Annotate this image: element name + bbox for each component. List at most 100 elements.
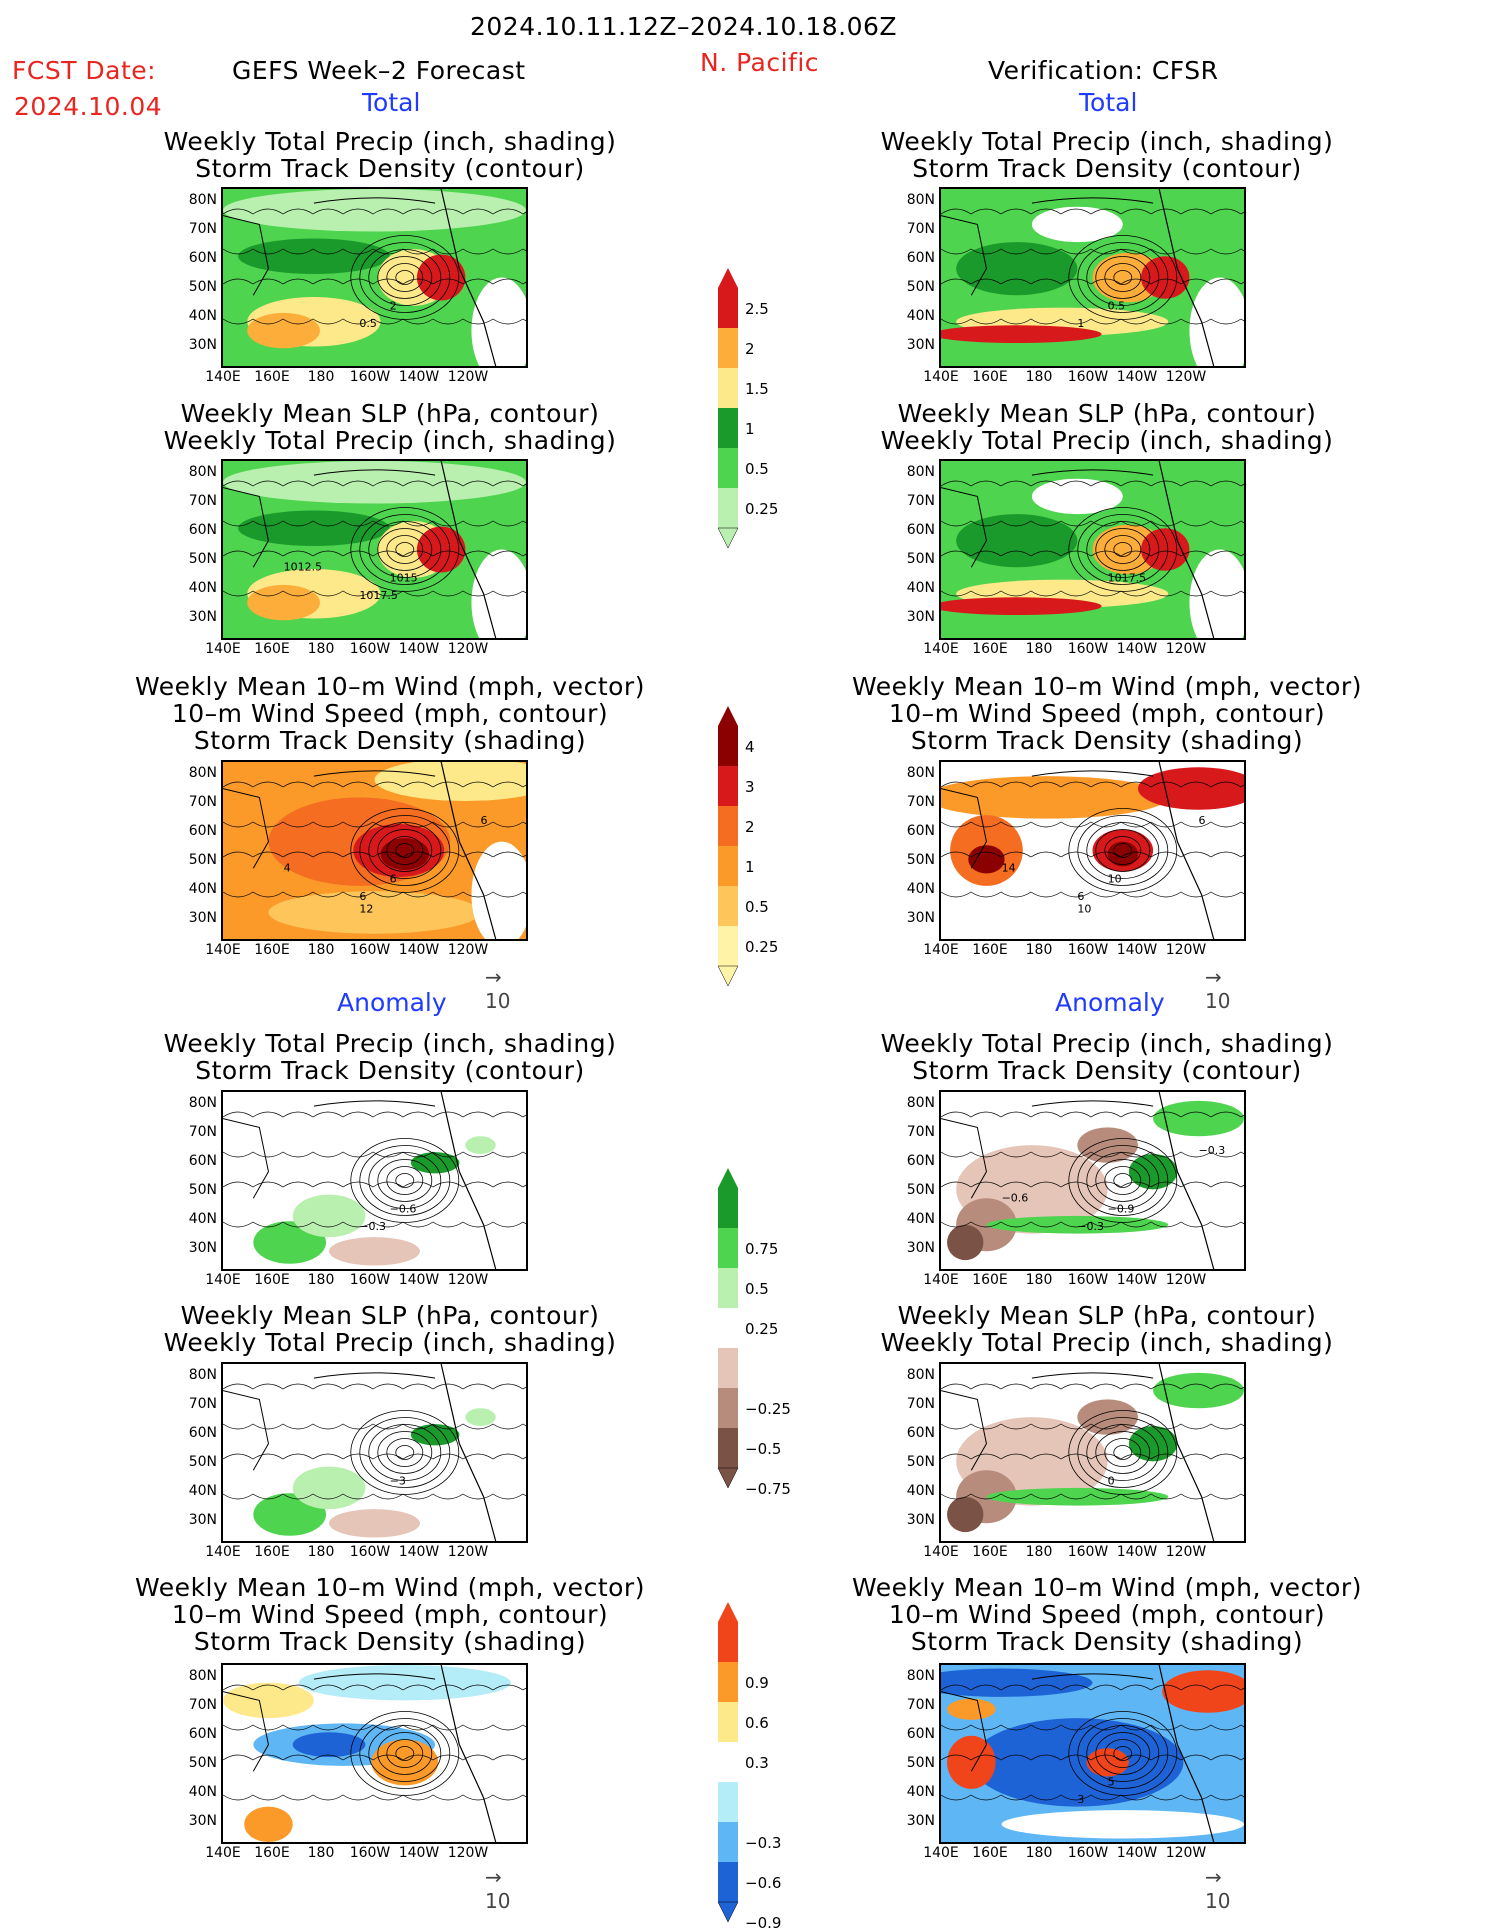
lat-label: 70N: [906, 221, 935, 237]
coastline: [1031, 469, 1154, 476]
contour-line: [223, 1684, 526, 1691]
contour-label: 6: [359, 890, 366, 903]
lon-label: 180: [1025, 641, 1053, 657]
shading-region: [1162, 1670, 1244, 1713]
lon-label: 160W: [349, 641, 391, 657]
colorbar-label: 2: [745, 818, 755, 836]
colorbar-track_total: [717, 706, 739, 990]
lon-label: 140E: [205, 1272, 241, 1288]
lat-label: 60N: [188, 1726, 217, 1742]
coastline: [941, 788, 987, 869]
coastline: [223, 215, 269, 296]
contour-line: [395, 1173, 415, 1188]
shading-region: [968, 845, 1005, 874]
contour-line: [377, 1431, 433, 1474]
contour-line: [350, 1711, 460, 1796]
shading-region: [380, 838, 430, 870]
shading-region: [947, 1496, 984, 1533]
colorbar-label: 2: [745, 340, 755, 358]
map-fc-slp-anom: −3: [221, 1362, 528, 1543]
colorbar-cap: [718, 268, 738, 288]
contour-label: 3: [1077, 1793, 1084, 1806]
lon-label: 140W: [398, 369, 440, 385]
contour-label: 4: [284, 862, 291, 875]
colorbar-track_anom: [717, 1602, 739, 1926]
shading-region: [238, 510, 390, 546]
lat-label: 50N: [188, 1755, 217, 1771]
contour-line: [941, 1794, 1244, 1801]
contour-label: 12: [359, 902, 373, 915]
contour-line: [1077, 514, 1169, 585]
colorbar-label: 1: [745, 858, 755, 876]
contour-line: [941, 1383, 1244, 1390]
contour-line: [223, 550, 526, 557]
coastline: [1158, 762, 1215, 939]
colorbar-cap: [717, 527, 739, 549]
verification-title: Verification: CFSR: [988, 56, 1219, 85]
section-anomaly-forecast: Anomaly: [337, 988, 447, 1017]
shading-region: [292, 1732, 366, 1758]
map-fc-precip-anom: −0.6 −0.3: [221, 1090, 528, 1271]
contour-line: [941, 278, 1244, 285]
shading-region: [947, 1735, 996, 1789]
coastline: [1158, 1092, 1215, 1269]
contour-line: [368, 249, 442, 306]
shading-region: [1128, 1153, 1178, 1190]
lon-label: 140E: [205, 369, 241, 385]
colorbar-segment: [718, 1822, 738, 1862]
shading-region: [1077, 1399, 1138, 1435]
colorbar-segment: [718, 1742, 738, 1782]
lon-label: 160E: [254, 1272, 290, 1288]
map-ve-wind-total: 10 6 14 6 10: [939, 760, 1246, 941]
contour-line: [223, 891, 526, 898]
contour-line: [941, 1754, 1244, 1761]
lat-label: 40N: [906, 881, 935, 897]
lat-label: 70N: [906, 1124, 935, 1140]
lat-label: 80N: [906, 1095, 935, 1111]
map-ve-slp-total: 1017.5: [939, 459, 1246, 640]
lat-label: 30N: [188, 1813, 217, 1829]
colorbar-segment: [718, 1308, 738, 1348]
colorbar-segment: [718, 328, 738, 368]
shading-region: [223, 189, 526, 232]
contour-line: [1113, 1173, 1133, 1188]
title-ve-precip-total: Weekly Total Precip (inch, shading) Storm…: [880, 127, 1334, 183]
colorbar-cap: [717, 965, 739, 987]
lat-label: 50N: [906, 279, 935, 295]
coastline: [1031, 1673, 1154, 1680]
contour-line: [1077, 1417, 1169, 1488]
contour-label: 10: [1077, 902, 1091, 915]
lon-label: 120W: [447, 1544, 489, 1560]
lat-label: 50N: [906, 1454, 935, 1470]
lat-label: 30N: [906, 910, 935, 926]
lat-label: 60N: [906, 522, 935, 538]
colorbar-segment: [718, 368, 738, 408]
shading-region: [223, 461, 526, 504]
contour-line: [223, 781, 526, 788]
colorbar-label: 0.75: [745, 1240, 779, 1258]
colorbar-label: 0.3: [745, 1754, 769, 1772]
contour-line: [368, 1152, 442, 1209]
contour-line: [386, 1166, 424, 1195]
contour-line: [368, 1424, 442, 1481]
title-fc-precip-anom: Weekly Total Precip (inch, shading) Storm…: [163, 1029, 617, 1085]
contour-line: [1077, 1718, 1169, 1789]
lat-label: 40N: [188, 1784, 217, 1800]
contour-line: [941, 1423, 1244, 1430]
lon-label: 140W: [398, 641, 440, 657]
lat-label: 40N: [188, 1483, 217, 1499]
title-ve-wind-anom: Weekly Mean 10–m Wind (mph, vector) 10–m …: [852, 1573, 1362, 1656]
lon-label: 120W: [1165, 641, 1207, 657]
lat-label: 40N: [906, 1784, 935, 1800]
colorbar-label: −0.25: [745, 1400, 791, 1418]
lon-label: 120W: [1165, 1845, 1207, 1861]
contour-line: [223, 278, 526, 285]
contour-line: [1068, 1410, 1178, 1495]
contour-line: [1068, 808, 1178, 893]
contour-line: [395, 270, 415, 285]
shading-region: [1031, 478, 1123, 515]
colorbar-label: 0.5: [745, 898, 769, 916]
contour-line: [223, 480, 526, 487]
coastline: [1031, 1100, 1154, 1107]
contour-line: [350, 1410, 460, 1495]
